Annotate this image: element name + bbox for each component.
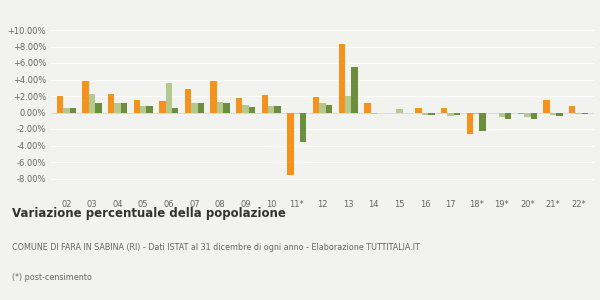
Bar — [326, 105, 332, 112]
Bar — [146, 106, 153, 112]
Bar — [300, 112, 307, 142]
Bar — [185, 89, 191, 112]
Bar — [524, 112, 530, 117]
Bar — [287, 112, 293, 175]
Bar — [473, 112, 479, 114]
Text: Variazione percentuale della popolazione: Variazione percentuale della popolazione — [12, 207, 286, 220]
Bar — [249, 107, 255, 112]
Bar — [544, 100, 550, 112]
Bar — [499, 112, 505, 117]
Text: (*) post-censimento: (*) post-censimento — [12, 273, 92, 282]
Bar — [550, 112, 556, 115]
Bar — [319, 103, 326, 112]
Bar — [159, 101, 166, 112]
Bar — [121, 103, 127, 112]
Bar — [492, 112, 499, 113]
Bar — [467, 112, 473, 134]
Bar — [396, 109, 403, 112]
Bar — [262, 95, 268, 112]
Bar — [582, 112, 588, 114]
Bar — [313, 97, 319, 112]
Bar — [70, 108, 76, 112]
Text: COMUNE DI FARA IN SABINA (RI) - Dati ISTAT al 31 dicembre di ogni anno - Elabora: COMUNE DI FARA IN SABINA (RI) - Dati IST… — [12, 243, 420, 252]
Bar — [352, 67, 358, 112]
Bar — [505, 112, 511, 119]
Bar — [166, 83, 172, 112]
Bar — [172, 108, 178, 112]
Bar — [441, 108, 448, 112]
Bar — [518, 112, 524, 114]
Bar — [223, 103, 230, 112]
Bar — [479, 112, 486, 131]
Bar — [364, 103, 371, 112]
Bar — [575, 112, 582, 114]
Bar — [242, 105, 249, 112]
Bar — [197, 103, 204, 112]
Bar — [530, 112, 537, 119]
Bar — [556, 112, 563, 116]
Bar — [63, 108, 70, 112]
Bar — [345, 96, 352, 112]
Bar — [338, 44, 345, 112]
Bar — [274, 106, 281, 112]
Bar — [108, 94, 115, 112]
Bar — [454, 112, 460, 115]
Bar — [134, 100, 140, 112]
Bar — [191, 103, 197, 112]
Bar — [569, 106, 575, 112]
Bar — [115, 103, 121, 112]
Bar — [268, 106, 274, 112]
Bar — [371, 112, 377, 114]
Bar — [95, 103, 101, 112]
Bar — [422, 112, 428, 115]
Bar — [236, 98, 242, 112]
Bar — [57, 96, 63, 112]
Bar — [428, 112, 434, 115]
Bar — [415, 108, 422, 112]
Bar — [217, 102, 223, 112]
Bar — [140, 106, 146, 112]
Bar — [448, 112, 454, 116]
Bar — [82, 81, 89, 112]
Bar — [211, 81, 217, 112]
Bar — [293, 112, 300, 114]
Bar — [89, 94, 95, 112]
